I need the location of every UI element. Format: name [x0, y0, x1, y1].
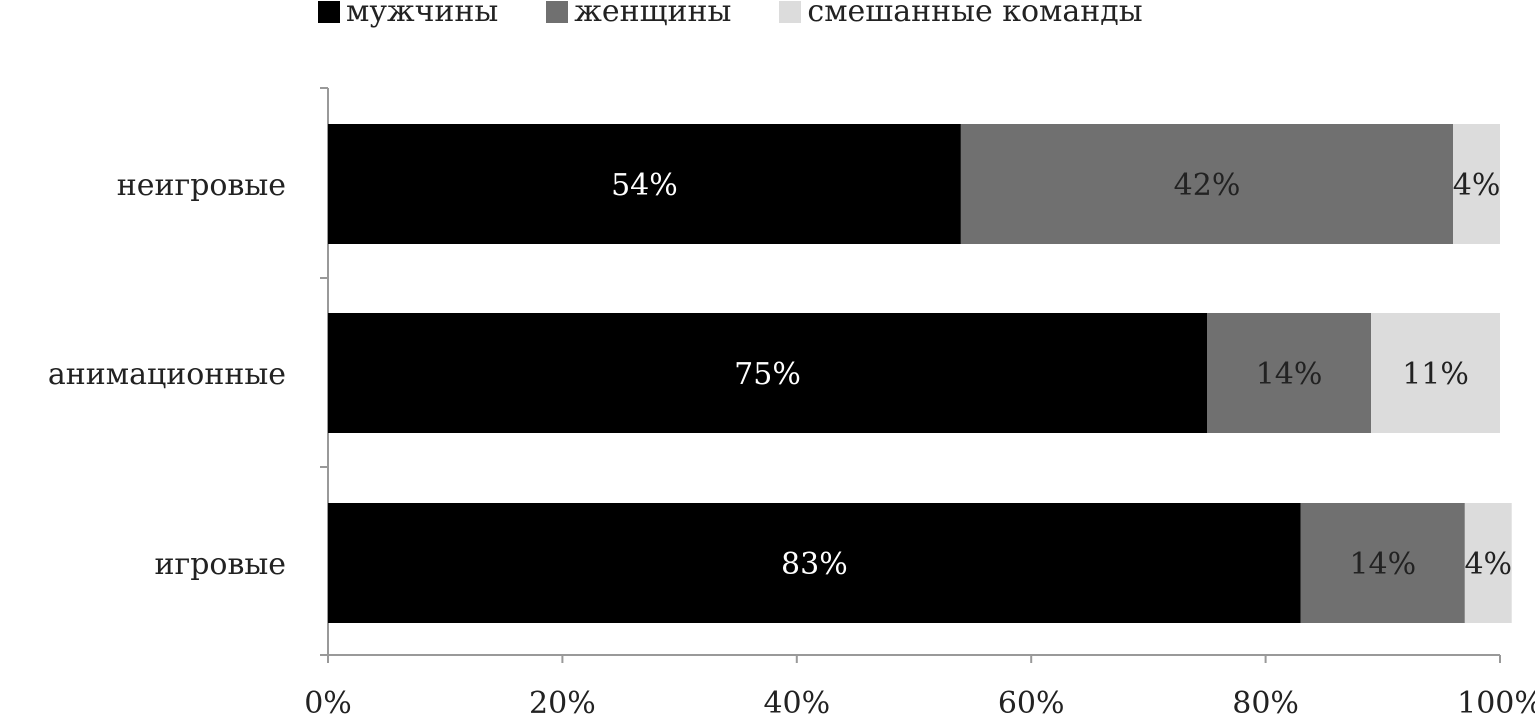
- bar-segment: [1300, 503, 1465, 623]
- legend: мужчины женщины смешанные команды: [318, 0, 1191, 29]
- data-label: 75%: [734, 357, 801, 392]
- x-tick-label: 80%: [1232, 686, 1299, 721]
- bar-segment: [1464, 503, 1512, 623]
- bar-segment: [328, 313, 1207, 433]
- bar-segment: [1453, 124, 1500, 244]
- data-label: 54%: [611, 168, 678, 203]
- bar-segment: [1207, 313, 1372, 433]
- legend-swatch-mixed: [779, 0, 802, 23]
- data-label: 4%: [1464, 547, 1512, 582]
- legend-label-women: женщины: [574, 0, 732, 29]
- data-label: 11%: [1402, 357, 1469, 392]
- legend-label-men: мужчины: [346, 0, 499, 29]
- data-label: 14%: [1256, 357, 1323, 392]
- x-tick-label: 0%: [304, 686, 352, 721]
- data-label: 83%: [781, 547, 848, 582]
- category-label: анимационные: [48, 357, 286, 392]
- data-label: 42%: [1174, 168, 1241, 203]
- bar-segment: [1371, 313, 1500, 433]
- bar-segment: [328, 503, 1301, 623]
- category-label: игровые: [155, 547, 287, 582]
- legend-item-mixed: смешанные команды: [779, 0, 1143, 29]
- data-label: 4%: [1453, 168, 1501, 203]
- bar-segment: [960, 124, 1454, 244]
- legend-item-women: женщины: [546, 0, 731, 29]
- x-tick-label: 100%: [1457, 686, 1535, 721]
- x-tick-label: 40%: [763, 686, 830, 721]
- bar-segment: [328, 124, 961, 244]
- legend-swatch-women: [546, 0, 569, 23]
- data-label: 14%: [1349, 547, 1416, 582]
- x-tick-label: 20%: [529, 686, 596, 721]
- x-tick-label: 60%: [998, 686, 1065, 721]
- legend-label-mixed: смешанные команды: [807, 0, 1143, 29]
- legend-item-men: мужчины: [318, 0, 498, 29]
- category-label: неигровые: [117, 168, 286, 203]
- legend-swatch-men: [318, 0, 340, 23]
